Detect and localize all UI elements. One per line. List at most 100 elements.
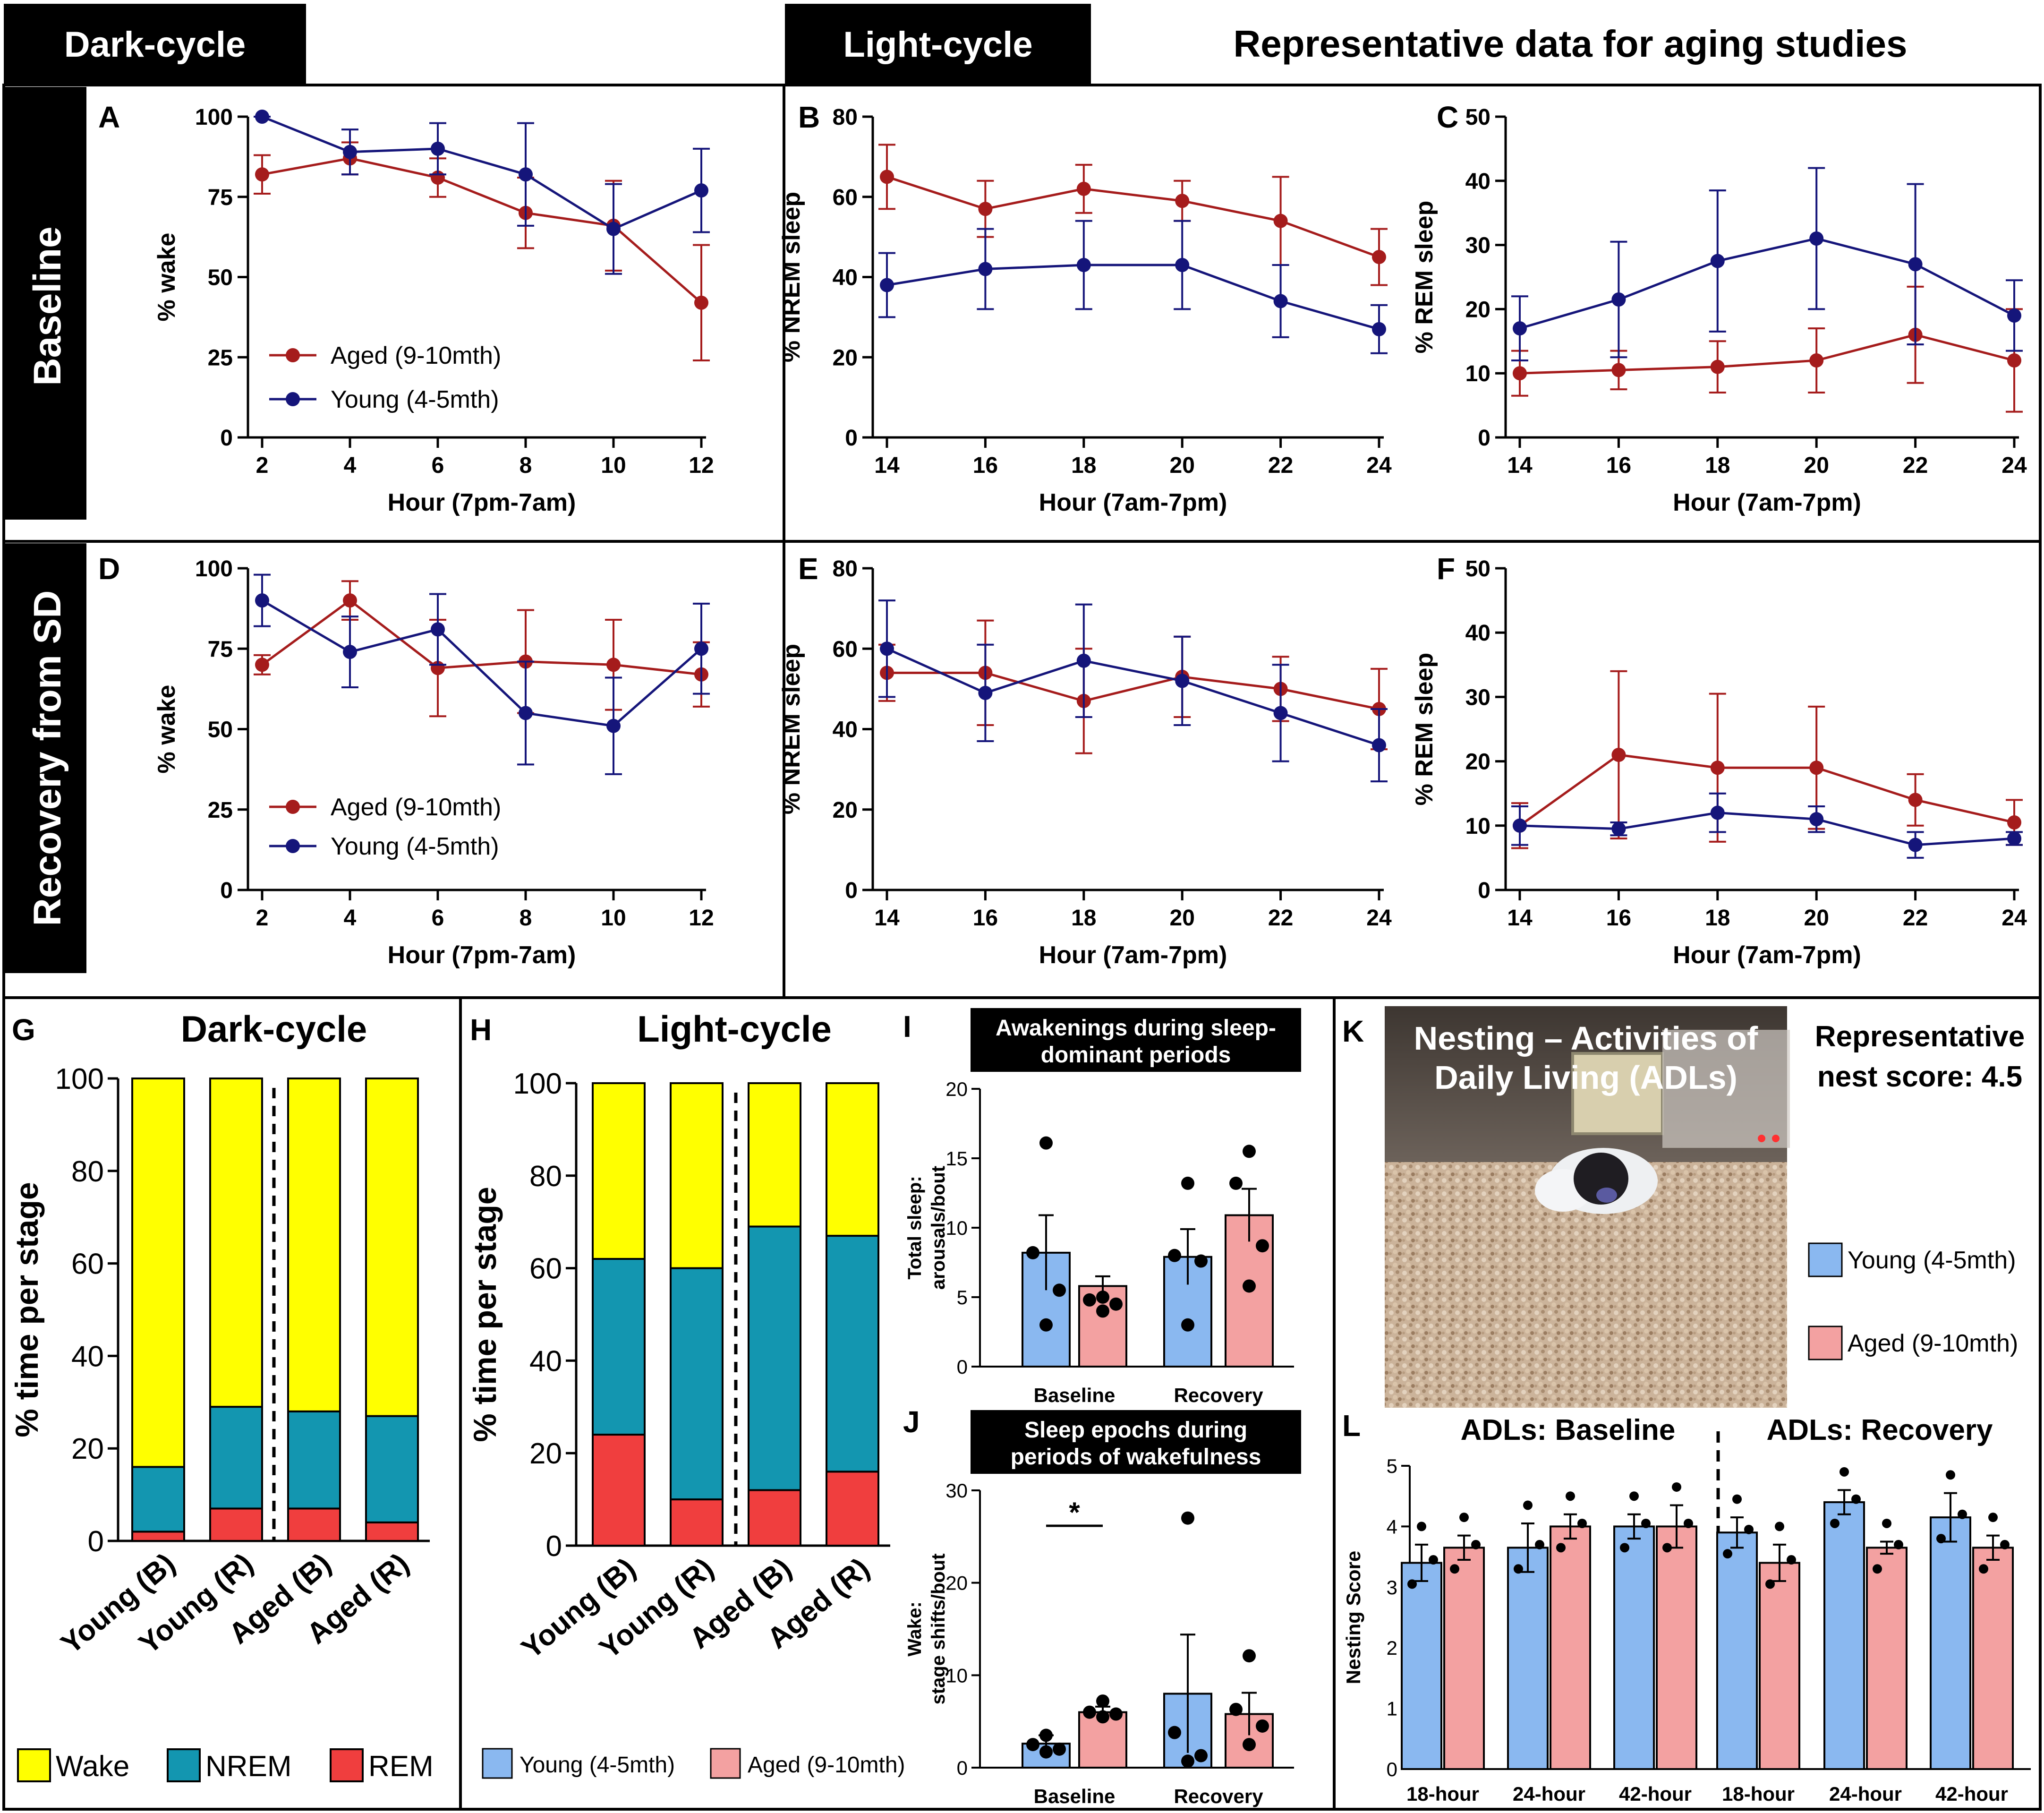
panel-letter-A: A [98, 100, 120, 134]
y-tick-label: 5 [1387, 1455, 1397, 1477]
data-dot [1039, 1318, 1053, 1332]
chart-title: Dark-cycle [181, 1008, 367, 1050]
panel-title-box [971, 1410, 1301, 1474]
data-point-young [2007, 831, 2021, 846]
data-point-young [606, 222, 621, 236]
data-dot [1641, 1518, 1651, 1528]
panel-letter-J: J [903, 1405, 920, 1439]
group-title: ADLs: Recovery [1767, 1414, 1993, 1446]
x-tick-label: 18 [1071, 906, 1096, 931]
bar-aged [1550, 1525, 1591, 1770]
y-tick-label: 75 [208, 185, 233, 210]
data-point-young [1611, 292, 1626, 307]
y-tick-label: 0 [546, 1530, 562, 1563]
data-point-young [1175, 674, 1190, 688]
data-point-young [880, 641, 894, 656]
data-point-young [431, 622, 445, 637]
data-dot [1732, 1494, 1742, 1504]
series-line-aged [1519, 753, 2015, 827]
data-point-aged [694, 295, 708, 310]
bar-segment-rem [287, 1507, 341, 1542]
dark-cycle-header-bg [4, 4, 306, 84]
data-point-young [343, 645, 357, 659]
data-dot [1229, 1176, 1243, 1190]
bar-segment-wake [748, 1082, 801, 1228]
data-point-young [1273, 294, 1288, 308]
y-axis-label-line1: Wake: [904, 1601, 925, 1656]
data-dot [1873, 1564, 1882, 1574]
category-label: Recovery [1174, 1384, 1263, 1406]
y-tick-label: 60 [529, 1253, 562, 1285]
y-axis-label-line2: arousals/bout [928, 1166, 949, 1290]
y-tick-label: 20 [1465, 297, 1490, 322]
panel-l: L 0 1 2 3 4 5 Nesting Score ADLs: Baseline 18-hou… [1342, 1409, 2031, 1805]
series-line-aged [261, 599, 702, 676]
data-dot [1882, 1518, 1891, 1528]
data-point-young [255, 110, 269, 124]
data-point-aged [880, 170, 894, 184]
panel-title-line2: dominant periods [1041, 1043, 1231, 1068]
y-tick-label: 0 [1478, 426, 1490, 451]
x-tick-label: 10 [601, 906, 626, 931]
x-tick-label: 24 [2001, 906, 2027, 931]
data-point-aged [1710, 359, 1725, 374]
data-dot [1109, 1707, 1123, 1721]
data-point-aged [1611, 363, 1626, 377]
y-tick-label: 100 [55, 1063, 104, 1095]
category-label: 18-hour [1406, 1783, 1479, 1805]
y-tick-label: 40 [1465, 169, 1490, 194]
panel-letter-K: K [1342, 1014, 1364, 1048]
data-point-aged [255, 167, 269, 182]
data-dot [1243, 1145, 1256, 1158]
panel-c: C 0 10 20 30 40 50 14 16 18 20 22 24 Hour (7am-7pm) % … [1411, 100, 2027, 516]
bar-segment-wake [670, 1082, 724, 1269]
legend-label-rem: REM [368, 1750, 434, 1783]
bar-young [1823, 1501, 1865, 1770]
x-tick-label: 16 [973, 453, 998, 478]
bar-segment-nrem [748, 1225, 801, 1491]
bar-segment-rem [209, 1507, 263, 1542]
y-tick-label: 0 [88, 1525, 104, 1558]
category-label: 18-hour [1722, 1783, 1795, 1805]
bar-segment-wake [592, 1082, 646, 1260]
data-point-young [519, 706, 533, 720]
panel-letter-L: L [1342, 1409, 1361, 1443]
x-tick-label: 2 [256, 453, 269, 478]
baseline-row-label-bg [4, 87, 86, 520]
bar-aged [1443, 1547, 1485, 1770]
x-tick-label: 14 [1507, 453, 1533, 478]
panel-h: H Light-cycle 0 20 40 60 80 100 % time per stage… [467, 1008, 890, 1665]
data-dot [1256, 1239, 1269, 1253]
x-tick-label: 16 [1606, 906, 1631, 931]
data-dot [1684, 1518, 1693, 1528]
bar-segment-rem [592, 1434, 646, 1547]
panel-letter-D: D [98, 552, 120, 586]
k-legend-young: Young (4-5mth) [1848, 1247, 2016, 1274]
baseline-row-label: Baseline [26, 226, 69, 385]
y-tick-label: 100 [195, 556, 233, 582]
data-dot [1566, 1491, 1575, 1501]
y-tick-label: 0 [845, 878, 858, 903]
x-tick-label: 24 [1366, 906, 1392, 931]
x-tick-label: 14 [874, 453, 900, 478]
legend-swatch-young [482, 1748, 513, 1779]
data-dot [1181, 1318, 1194, 1332]
k-legend-aged: Aged (9-10mth) [1848, 1330, 2018, 1357]
bar-segment-rem [826, 1471, 879, 1547]
x-tick-label: 8 [520, 453, 532, 478]
data-dot [1988, 1513, 1998, 1522]
bar-segment-wake [131, 1078, 185, 1468]
x-tick-label: 20 [1804, 906, 1829, 931]
x-axis-label: Hour (7am-7pm) [1039, 489, 1227, 516]
y-tick-label: 0 [1478, 878, 1490, 903]
y-tick-label: 10 [1465, 361, 1490, 386]
data-point-young [1372, 322, 1386, 336]
legend-swatch-nrem [167, 1748, 201, 1782]
bar-segment-wake [287, 1078, 341, 1412]
data-dot [1830, 1518, 1840, 1528]
y-tick-label: 20 [529, 1437, 562, 1470]
data-point-aged [2007, 815, 2021, 830]
data-dot [1243, 1738, 1256, 1752]
y-tick-label: 5 [957, 1286, 968, 1308]
